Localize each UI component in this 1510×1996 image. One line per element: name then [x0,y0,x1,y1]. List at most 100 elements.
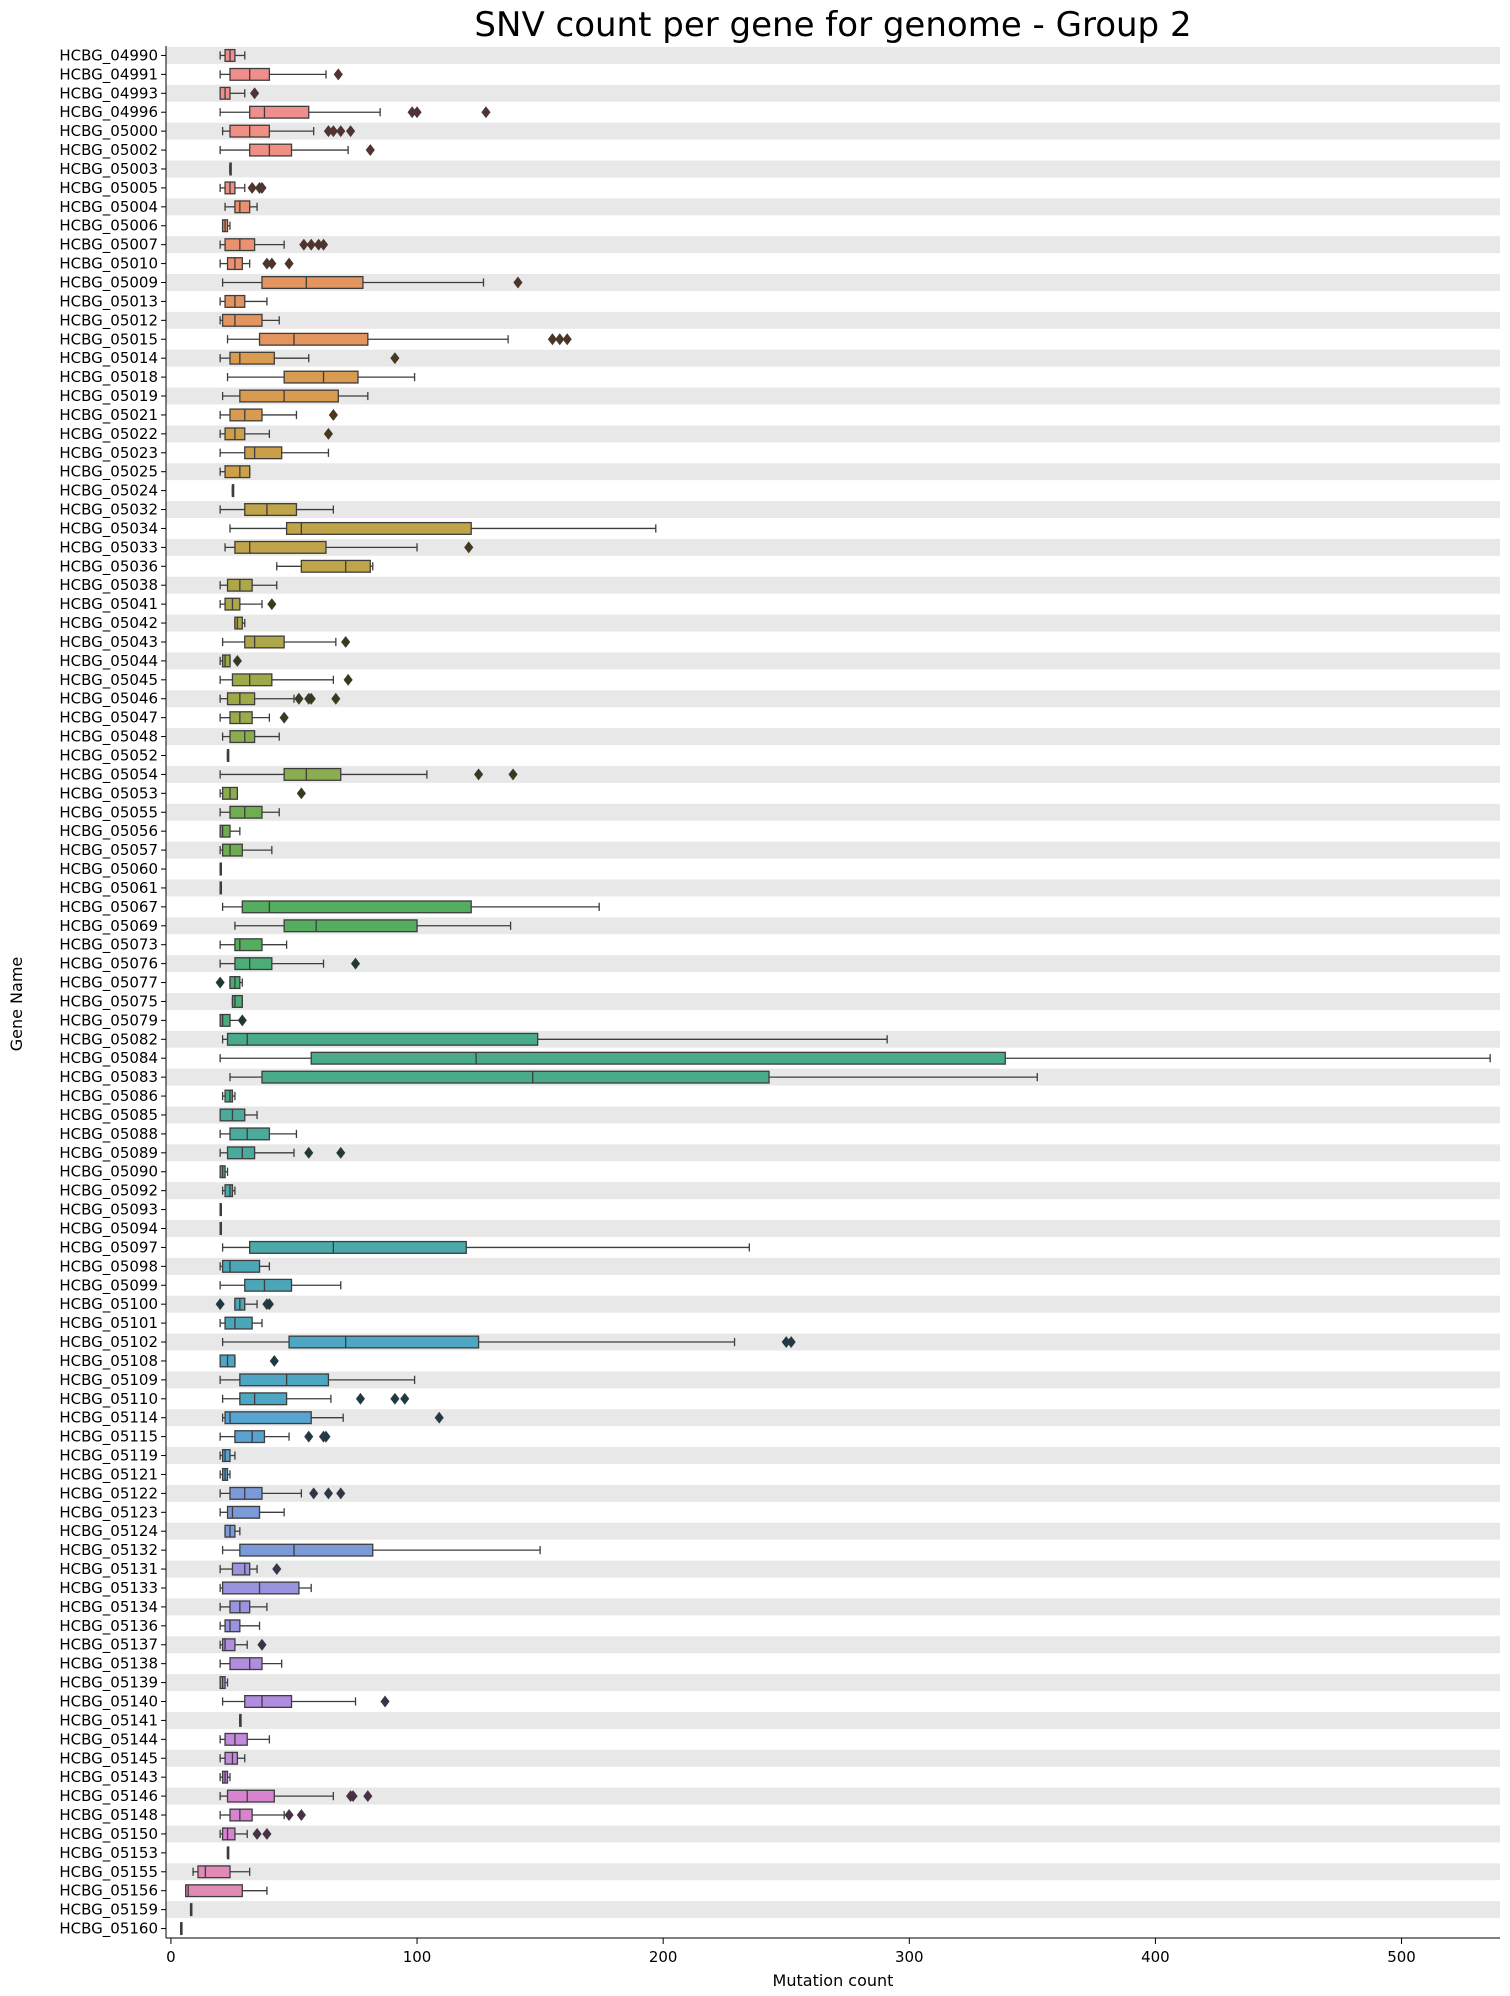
outlier-point [304,1146,314,1159]
outlier-point [267,598,277,611]
iqr-box [229,351,275,365]
y-tick-label: HCBG_05159 [59,1901,158,1920]
box-HCBG_05006 [221,219,231,233]
y-tick-label: HCBG_05119 [59,1447,158,1466]
box-HCBG_05148 [219,1808,306,1822]
y-tick-label: HCBG_04990 [59,46,158,65]
iqr-box [224,1751,239,1765]
y-tick-label: HCBG_05041 [59,595,158,614]
iqr-box [234,1430,266,1444]
box-HCBG_05038 [219,578,278,592]
box-HCBG_05086 [221,1089,236,1103]
box-HCBG_05022 [219,427,334,441]
box-HCBG_05088 [219,1127,298,1141]
y-tick-label: HCBG_05108 [59,1352,158,1371]
y-tick-label: HCBG_05160 [59,1920,158,1939]
row-band [166,274,1500,291]
box-HCBG_05003 [229,162,232,176]
outlier-point [296,787,306,800]
y-tick-label: HCBG_05042 [59,614,158,633]
row-band [166,1484,1500,1502]
iqr-box [283,370,359,384]
iqr-box [221,313,263,327]
iqr-box [231,673,273,687]
outlier-point [508,768,518,781]
outlier-point [555,333,565,346]
outlier-point [323,1487,334,1500]
iqr-box [224,465,251,479]
row-band [166,1749,1500,1767]
row-band [166,1106,1500,1124]
y-tick-label: HCBG_05056 [59,822,158,841]
outlier-point [400,1392,410,1405]
row-band [166,1598,1500,1616]
outlier-point [513,276,523,289]
iqr-box [231,1562,251,1576]
y-tick-label: HCBG_05086 [59,1087,158,1106]
y-tick-label: HCBG_05005 [59,179,158,198]
y-tick-label: HCBG_05141 [59,1711,158,1730]
box-HCBG_05122 [219,1486,346,1500]
y-axis-label: Gene Name [7,957,26,1052]
x-axis-label: Mutation count [773,1971,894,1990]
box-HCBG_05036 [276,559,374,573]
y-tick-label: HCBG_05133 [59,1579,158,1598]
y-tick-label: HCBG_05136 [59,1617,158,1636]
y-tick-label: HCBG_05131 [59,1560,158,1579]
y-tick-label: HCBG_05015 [59,330,158,349]
box-HCBG_05045 [219,673,353,687]
row-band [166,198,1500,216]
outlier-point [355,1392,366,1405]
box-HCBG_05077 [215,976,243,990]
box-HCBG_05136 [219,1619,261,1633]
row-band [166,576,1500,594]
y-tick-label: HCBG_05053 [59,784,158,803]
outlier-point [336,125,346,138]
row-band [166,1560,1500,1578]
outlier-point [547,333,557,346]
box-HCBG_05004 [224,200,258,214]
outlier-point [284,257,294,270]
y-tick-label: HCBG_05140 [59,1693,158,1712]
y-tick-label: HCBG_05094 [59,1220,158,1239]
y-tick-label: HCBG_05009 [59,274,158,293]
iqr-box [221,1449,231,1463]
outlier-point [328,125,338,138]
box-HCBG_05115 [219,1430,331,1444]
iqr-box [226,692,256,706]
outlier-point [323,427,334,440]
iqr-box [244,503,298,517]
y-tick-label: HCBG_05143 [59,1768,158,1787]
box-HCBG_05092 [221,1184,236,1198]
row-band [166,955,1500,973]
iqr-box [300,559,371,573]
outlier-point [333,68,343,81]
y-tick-label: HCBG_05045 [59,671,158,690]
box-HCBG_05048 [221,730,280,744]
y-tick-label: HCBG_05099 [59,1276,158,1295]
y-tick-label: HCBG_05004 [59,198,158,217]
y-tick-label: HCBG_05110 [59,1390,158,1409]
outlier-point [306,238,316,251]
y-tick-label: HCBG_05046 [59,690,158,709]
box-HCBG_05009 [221,275,523,290]
iqr-box [229,1486,263,1500]
iqr-box [226,1505,261,1519]
y-tick-label: HCBG_05048 [59,728,158,747]
box-HCBG_05144 [219,1732,271,1746]
iqr-box [231,994,243,1008]
iqr-box [226,1789,275,1803]
y-tick-label: HCBG_05069 [59,917,158,936]
box-HCBG_05046 [219,692,341,706]
row-band [166,728,1500,746]
y-tick-label: HCBG_05082 [59,1030,158,1049]
iqr-box [221,1638,236,1652]
row-band [166,387,1500,405]
y-tick-label: HCBG_05134 [59,1598,158,1617]
row-band [166,765,1500,783]
row-band [166,993,1500,1010]
row-band [166,236,1500,254]
box-HCBG_05102 [221,1335,796,1349]
box-HCBG_05082 [221,1032,888,1046]
